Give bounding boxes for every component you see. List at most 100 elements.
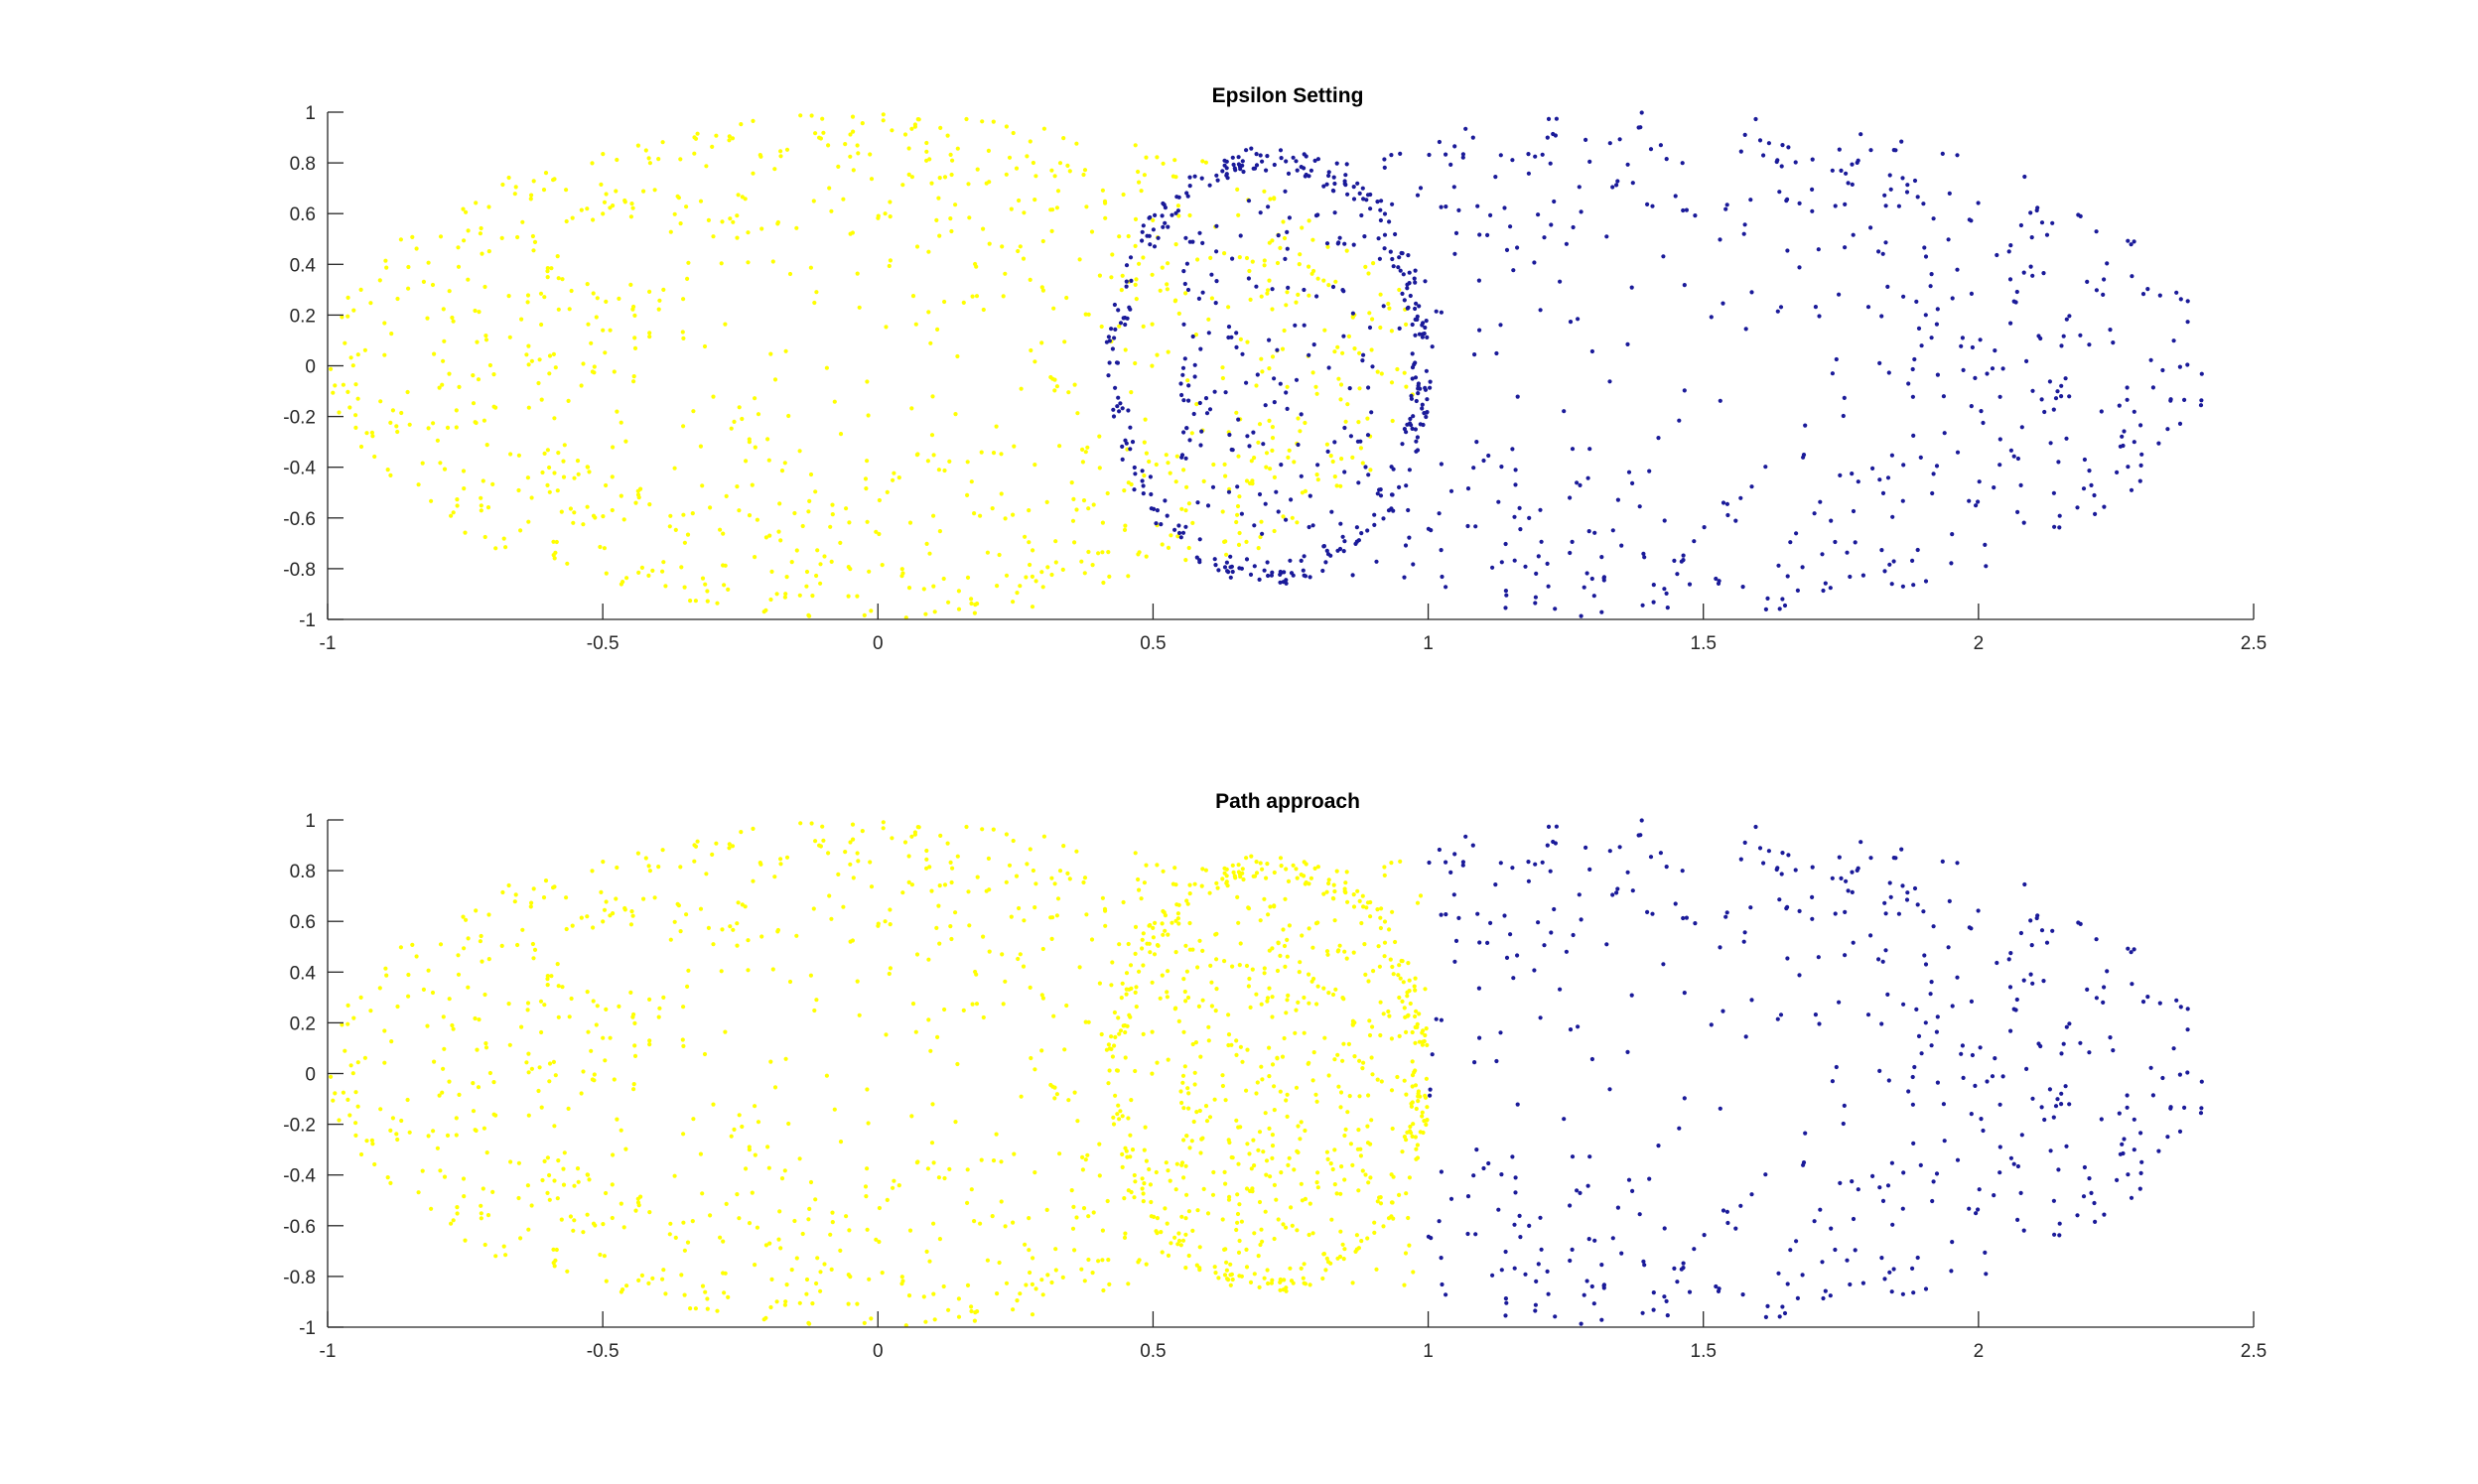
scatter-point-cluster-a [682, 1248, 688, 1253]
scatter-point-cluster-a [914, 244, 920, 249]
scatter-point-cluster-a [850, 114, 856, 119]
scatter-point-cluster-b [1877, 477, 1882, 482]
scatter-point-cluster-a [1194, 1263, 1199, 1268]
scatter-point-cluster-b [1993, 348, 1997, 353]
scatter-point-cluster-b [1523, 564, 1528, 569]
scatter-point-cluster-b [1295, 168, 1300, 173]
scatter-point-cluster-a [388, 472, 393, 477]
scatter-point-cluster-a [899, 574, 904, 579]
scatter-point-cluster-a [1163, 928, 1168, 933]
scatter-point-cluster-b [2048, 441, 2053, 446]
scatter-point-cluster-b [1284, 578, 1289, 583]
scatter-point-cluster-a [1140, 937, 1145, 942]
scatter-point-cluster-a [1074, 849, 1079, 854]
scatter-point-cluster-a [1250, 478, 1255, 483]
scatter-point-cluster-a [604, 1190, 609, 1196]
scatter-point-cluster-a [483, 1041, 488, 1046]
scatter-point-cluster-b [1241, 169, 1246, 175]
scatter-point-cluster-b [1607, 379, 1612, 384]
scatter-point-cluster-b [1503, 1296, 1508, 1301]
scatter-point-cluster-a [684, 912, 689, 917]
scatter-point-cluster-a [767, 1241, 772, 1246]
scatter-point-cluster-a [1247, 268, 1252, 274]
scatter-point-cluster-a [1136, 169, 1141, 175]
scatter-point-cluster-b [2139, 452, 2144, 457]
scatter-point-cluster-b [1578, 1190, 1583, 1195]
scatter-point-cluster-b [1959, 1051, 1964, 1056]
scatter-point-cluster-a [821, 838, 826, 843]
scatter-point-cluster-a [1007, 863, 1013, 868]
scatter-point-cluster-a [866, 413, 871, 418]
scatter-point-cluster-b [1546, 116, 1552, 121]
scatter-point-cluster-a [1330, 459, 1335, 465]
scatter-point-cluster-b [1664, 865, 1669, 870]
scatter-point-cluster-a [1365, 900, 1371, 905]
scatter-point-cluster-b [1236, 162, 1241, 167]
scatter-point-cluster-a [420, 461, 425, 466]
scatter-point-cluster-a [507, 335, 512, 339]
scatter-point-cluster-a [1141, 1199, 1146, 1204]
scatter-point-cluster-b [1680, 161, 1685, 166]
scatter-point-cluster-b [1589, 1283, 1594, 1289]
scatter-point-cluster-a [700, 483, 705, 488]
scatter-point-cluster-a [969, 1308, 974, 1314]
scatter-point-cluster-a [499, 943, 504, 949]
scatter-point-cluster-a [1128, 963, 1134, 968]
scatter-point-cluster-a [1339, 1164, 1344, 1169]
scatter-point-cluster-b [1289, 571, 1295, 576]
scatter-point-cluster-a [556, 1158, 561, 1163]
scatter-point-cluster-a [877, 1239, 882, 1245]
scatter-point-cluster-b [2171, 1046, 2176, 1051]
scatter-point-cluster-a [1018, 244, 1023, 249]
scatter-point-cluster-a [1334, 1191, 1339, 1196]
scatter-point-cluster-a [1133, 990, 1138, 996]
scatter-point-cluster-a [526, 1227, 531, 1232]
scatter-point-cluster-a [876, 213, 881, 218]
scatter-point-cluster-a [1100, 1258, 1105, 1263]
scatter-point-cluster-a [553, 1258, 558, 1263]
scatter-point-cluster-a [985, 1258, 991, 1263]
scatter-point-cluster-a [1389, 380, 1395, 385]
scatter-point-cluster-a [507, 452, 513, 457]
scatter-point-cluster-b [1614, 183, 1619, 188]
scatter-point-cluster-b [2102, 504, 2107, 509]
x-tick-label: -1 [320, 1341, 337, 1362]
scatter-point-cluster-b [1340, 288, 1345, 293]
scatter-point-cluster-b [2006, 957, 2011, 962]
scatter-point-cluster-b [1154, 521, 1159, 526]
scatter-point-cluster-a [784, 147, 790, 152]
scatter-point-cluster-b [1661, 962, 1666, 967]
scatter-point-cluster-a [1183, 1266, 1188, 1271]
scatter-point-cluster-b [1504, 247, 1510, 252]
scatter-point-cluster-a [686, 968, 691, 973]
scatter-point-cluster-a [1299, 873, 1304, 877]
scatter-point-cluster-a [660, 1277, 665, 1282]
scatter-point-cluster-a [892, 1178, 896, 1183]
scatter-point-cluster-a [1265, 1268, 1270, 1273]
scatter-point-cluster-a [1147, 923, 1152, 928]
scatter-point-cluster-b [2028, 972, 2033, 977]
scatter-point-cluster-a [1186, 1253, 1191, 1259]
scatter-point-cluster-a [1071, 496, 1076, 501]
scatter-point-cluster-b [1891, 559, 1896, 564]
scatter-point-cluster-a [585, 914, 590, 919]
scatter-point-cluster-a [1178, 1243, 1183, 1248]
scatter-point-cluster-a [1240, 871, 1245, 876]
scatter-point-cluster-b [1923, 579, 1929, 584]
scatter-point-cluster-a [747, 513, 753, 518]
scatter-point-cluster-a [500, 182, 505, 188]
x-tick-label: -0.5 [587, 1341, 620, 1362]
scatter-point-cluster-b [1850, 889, 1855, 895]
scatter-point-cluster-b [1120, 406, 1125, 411]
scatter-point-cluster-a [1018, 584, 1023, 589]
scatter-point-cluster-a [1294, 867, 1299, 872]
scatter-point-cluster-a [457, 384, 462, 389]
scatter-point-cluster-b [1961, 367, 1966, 372]
scatter-point-cluster-b [1542, 235, 1547, 240]
scatter-point-cluster-a [389, 332, 394, 337]
scatter-point-cluster-b [1140, 229, 1145, 234]
scatter-point-cluster-a [1107, 574, 1112, 580]
scatter-point-cluster-b [1240, 163, 1245, 168]
scatter-point-cluster-a [545, 275, 550, 280]
scatter-point-cluster-a [776, 529, 781, 534]
